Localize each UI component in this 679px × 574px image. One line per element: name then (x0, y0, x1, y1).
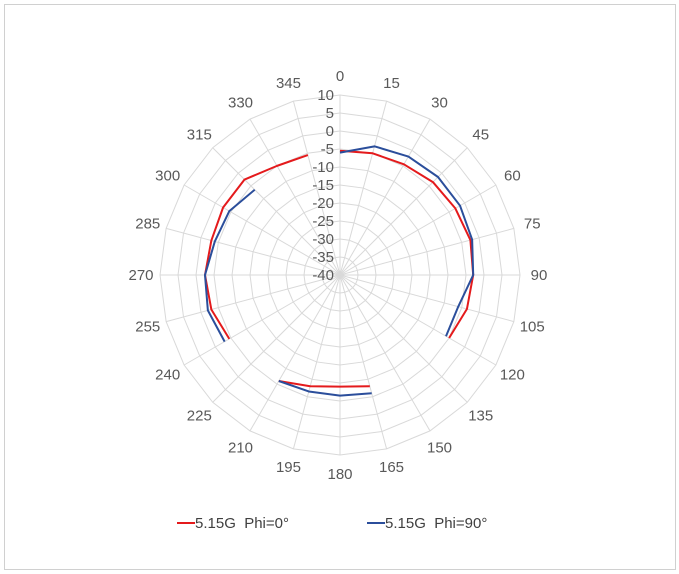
angle-label: 285 (135, 215, 160, 232)
angle-label: 180 (327, 466, 352, 483)
radar-chart: 0 15 30 45 60 75 90 105 120 135 150 165 180 195 210 225… (128, 68, 547, 532)
series-line-0 (339, 149, 475, 339)
angle-label: 345 (276, 75, 301, 92)
legend-item-phi0[interactable]: 5.15G Phi=0° (177, 515, 289, 532)
angle-label: 60 (504, 168, 521, 185)
series-line-1 (339, 145, 475, 337)
grid-spoke (292, 101, 341, 276)
grid-spoke (339, 227, 514, 276)
radial-tick-label: 10 (317, 87, 334, 104)
radial-tick-label: -25 (312, 213, 334, 230)
series-line-0 (204, 154, 309, 340)
grid-spoke (183, 184, 341, 276)
grid-spoke (339, 274, 388, 449)
angle-label: 255 (135, 319, 160, 336)
radial-tick-label: -10 (312, 159, 334, 176)
radial-tick-label: 5 (326, 105, 334, 122)
grid-spoke (339, 184, 497, 276)
chart-frame: 0 15 30 45 60 75 90 105 120 135 150 165 180 195 210 225… (4, 4, 676, 570)
grid-spoke (166, 227, 341, 276)
series-line-0 (278, 380, 370, 388)
angle-label: 105 (520, 319, 545, 336)
grid-spoke (339, 274, 514, 323)
legend: 5.15G Phi=0° 5.15G Phi=90° (177, 515, 487, 532)
legend-label-phi0: 5.15G Phi=0° (195, 515, 289, 532)
radial-tick-label: -30 (312, 231, 334, 248)
grid-spoke (166, 274, 341, 323)
angle-label: 165 (379, 459, 404, 476)
angle-label: 120 (500, 367, 525, 384)
angle-label: 210 (228, 439, 253, 456)
angle-label: 15 (383, 75, 400, 92)
legend-item-phi90[interactable]: 5.15G Phi=90° (367, 515, 487, 532)
angle-label: 195 (276, 459, 301, 476)
angle-label: 0 (336, 68, 344, 85)
angle-label: 30 (431, 95, 448, 112)
radial-tick-label: -15 (312, 177, 334, 194)
angle-label: 330 (228, 95, 253, 112)
radial-tick-label: 0 (326, 123, 334, 140)
grid-spoke (339, 274, 468, 403)
grid-spoke (339, 118, 431, 276)
angle-label: 240 (155, 367, 180, 384)
angle-label: 150 (427, 439, 452, 456)
radial-tick-label: -5 (321, 141, 334, 158)
series-line-1 (204, 188, 256, 343)
grid-spoke (212, 147, 341, 276)
grid-spoke (249, 118, 341, 276)
angle-label: 270 (128, 267, 153, 284)
radial-tick-label: -20 (312, 195, 334, 212)
angle-label: 300 (155, 168, 180, 185)
angle-label: 90 (531, 267, 548, 284)
angle-labels: 0 15 30 45 60 75 90 105 120 135 150 165 180 195 210 225… (128, 68, 547, 483)
legend-label-phi90: 5.15G Phi=90° (385, 515, 487, 532)
grid-spoke (339, 101, 388, 276)
radial-tick-label: -40 (312, 267, 334, 284)
angle-label: 45 (472, 126, 489, 143)
radial-tick-label: -35 (312, 249, 334, 266)
series-line-1 (278, 380, 372, 397)
grid-spoke (249, 274, 341, 432)
grid-spoke (339, 274, 431, 432)
angle-label: 75 (524, 215, 541, 232)
angle-label: 225 (187, 408, 212, 425)
grid-spoke (339, 274, 497, 366)
series-lines (204, 145, 475, 397)
grid-spoke (183, 274, 341, 366)
angle-label: 315 (187, 126, 212, 143)
grid-spoke (292, 274, 341, 449)
grid-spoke (212, 274, 341, 403)
radar-grid (159, 94, 521, 456)
angle-label: 135 (468, 408, 493, 425)
grid-spoke (339, 147, 468, 276)
